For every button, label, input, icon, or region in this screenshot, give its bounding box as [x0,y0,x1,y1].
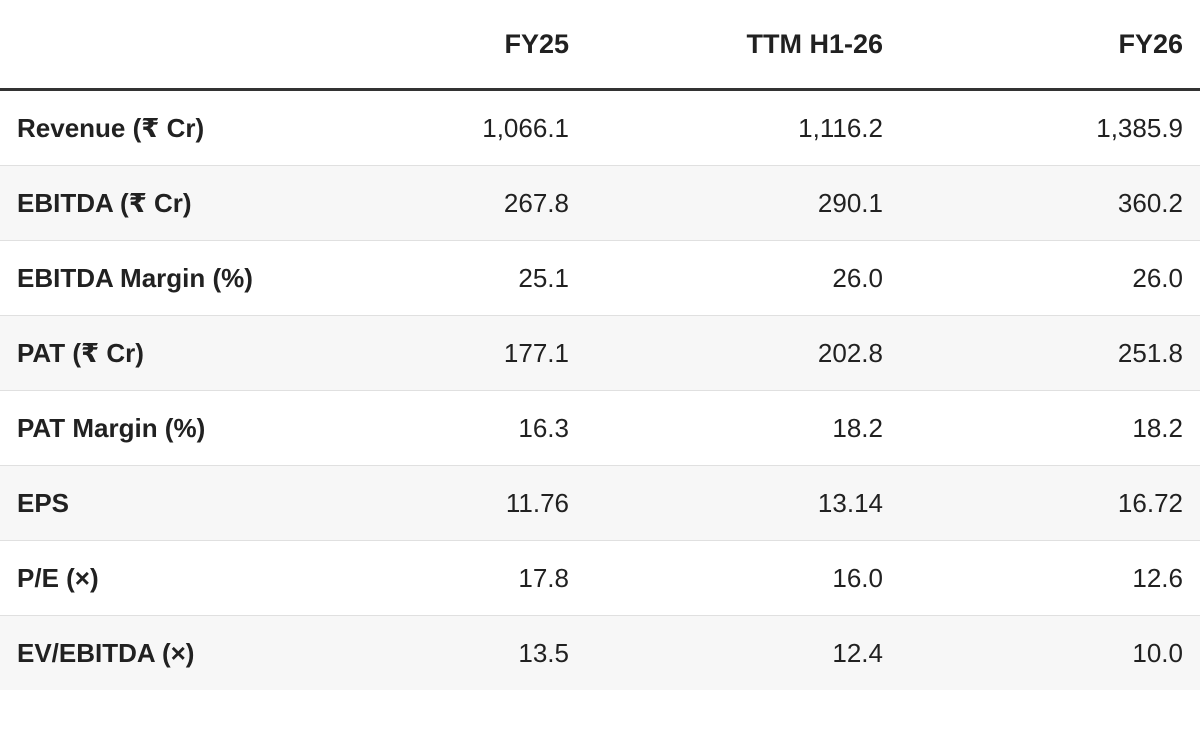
cell-value: 26.0 [832,262,883,293]
cell-value: 251.8 [1117,337,1183,368]
financial-table: FY25 TTM H1-26 FY26 Revenue (₹ Cr) 1,066.1 1,… [0,0,1200,690]
table-row: PAT (₹ Cr) 177.1 202.8 251.8 [0,316,1200,391]
header-row: FY25 TTM H1-26 FY26 [0,0,1200,91]
table-row: EBITDA Margin (%) 25.1 26.0 26.0 [0,241,1200,316]
cell-value: 267.8 [503,187,569,218]
row-label: P/E (×) [17,562,99,593]
row-label: PAT (₹ Cr) [17,337,144,368]
cell-value: 16.3 [518,412,569,443]
table-row: EBITDA (₹ Cr) 267.8 290.1 360.2 [0,166,1200,241]
column-header: TTM H1-26 [746,28,883,59]
cell-value: 12.4 [832,637,883,668]
row-label: PAT Margin (%) [17,412,206,443]
cell-value: 1,385.9 [1096,112,1183,143]
table-row: EV/EBITDA (×) 13.5 12.4 10.0 [0,616,1200,690]
cell-value: 11.76 [505,487,569,518]
column-header: FY26 [1118,28,1183,59]
cell-value: 18.2 [832,412,883,443]
cell-value: 177.1 [503,337,569,368]
cell-value: 18.2 [1132,412,1183,443]
table-row: EPS 11.76 13.14 16.72 [0,466,1200,541]
table-row: PAT Margin (%) 16.3 18.2 18.2 [0,391,1200,466]
table-row: P/E (×) 17.8 16.0 12.6 [0,541,1200,616]
table-row: Revenue (₹ Cr) 1,066.1 1,116.2 1,385.9 [0,91,1200,166]
cell-value: 12.6 [1132,562,1183,593]
cell-value: 1,116.2 [798,112,883,143]
cell-value: 13.14 [817,487,883,518]
row-label: EBITDA (₹ Cr) [17,187,192,218]
cell-value: 25.1 [518,262,569,293]
cell-value: 26.0 [1132,262,1183,293]
column-header: FY25 [504,28,569,59]
cell-value: 202.8 [817,337,883,368]
cell-value: 10.0 [1132,637,1183,668]
cell-value: 17.8 [518,562,569,593]
cell-value: 16.0 [832,562,883,593]
cell-value: 1,066.1 [482,112,569,143]
row-label: Revenue (₹ Cr) [17,112,205,143]
row-label: EPS [17,487,70,518]
cell-value: 13.5 [518,637,569,668]
row-label: EV/EBITDA (×) [17,637,195,668]
cell-value: 16.72 [1117,487,1183,518]
row-label: EBITDA Margin (%) [17,262,253,293]
cell-value: 360.2 [1117,187,1183,218]
cell-value: 290.1 [817,187,883,218]
